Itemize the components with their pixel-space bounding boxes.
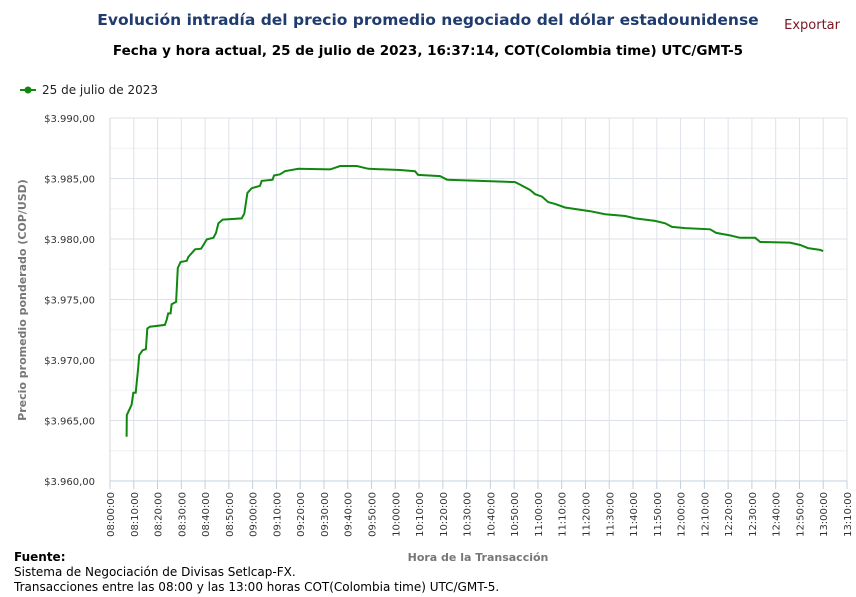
export-button[interactable]: Exportar <box>784 18 840 33</box>
y-axis-ticks: $3.960,00 $3.965,00 $3.970,00 $3.975,00 $3.9… <box>44 114 95 488</box>
x-tick-label: 11:50:00 <box>653 492 664 537</box>
x-tick-label: 11:20:00 <box>581 492 592 537</box>
x-tick-label: 10:00:00 <box>391 492 402 537</box>
x-tick-label: 09:50:00 <box>368 492 379 537</box>
y-tick-label: $3.960,00 <box>44 477 95 488</box>
footer-line-2: Transacciones entre las 08:00 y las 13:0… <box>14 580 500 594</box>
y-tick-label: $3.985,00 <box>44 175 95 186</box>
x-tick-label: 08:10:00 <box>130 492 141 537</box>
x-tick-label: 09:30:00 <box>320 492 331 537</box>
x-tick-label: 09:40:00 <box>344 492 355 537</box>
y-tick-label: $3.975,00 <box>44 296 95 307</box>
x-axis-ticks: 08:00:00 08:10:00 08:20:00 08:30:00 08:40:00… <box>106 481 854 537</box>
y-tick-label: $3.970,00 <box>44 356 95 367</box>
x-tick-label: 10:40:00 <box>486 492 497 537</box>
x-tick-label: 08:50:00 <box>225 492 236 537</box>
x-tick-label: 11:00:00 <box>534 492 545 537</box>
x-tick-label: 09:10:00 <box>272 492 283 537</box>
series-line[interactable] <box>125 165 824 437</box>
x-tick-label: 12:00:00 <box>677 492 688 537</box>
x-tick-label: 12:30:00 <box>748 492 759 537</box>
x-tick-label: 08:20:00 <box>154 492 165 537</box>
x-tick-label: 10:20:00 <box>439 492 450 537</box>
legend-label: 25 de julio de 2023 <box>42 83 159 97</box>
x-tick-label: 12:10:00 <box>700 492 711 537</box>
x-tick-label: 13:00:00 <box>819 492 830 537</box>
y-tick-label: $3.980,00 <box>44 235 95 246</box>
x-tick-label: 12:40:00 <box>772 492 783 537</box>
x-tick-label: 12:20:00 <box>724 492 735 537</box>
chart-title: Evolución intradía del precio promedio n… <box>97 11 759 29</box>
y-axis-title: Precio promedio ponderado (COP/USD) <box>16 179 29 421</box>
x-tick-label: 10:10:00 <box>415 492 426 537</box>
y-tick-label: $3.990,00 <box>44 114 95 125</box>
legend-marker-icon <box>20 86 36 94</box>
footer-heading: Fuente: <box>14 550 66 564</box>
x-tick-label: 08:30:00 <box>177 492 188 537</box>
x-tick-label: 10:50:00 <box>510 492 521 537</box>
y-tick-label: $3.965,00 <box>44 417 95 428</box>
x-tick-label: 11:30:00 <box>605 492 616 537</box>
x-tick-label: 10:30:00 <box>463 492 474 537</box>
footer-source: Fuente: Sistema de Negociación de Divisa… <box>14 550 499 595</box>
x-tick-label: 13:10:00 <box>843 492 854 537</box>
footer-line-1: Sistema de Negociación de Divisas Setlca… <box>14 565 296 579</box>
x-tick-label: 11:10:00 <box>558 492 569 537</box>
x-tick-label: 11:40:00 <box>629 492 640 537</box>
x-tick-label: 12:50:00 <box>795 492 806 537</box>
grid <box>109 117 848 482</box>
x-axis-title: Hora de la Transacción <box>408 551 549 564</box>
x-tick-label: 08:00:00 <box>106 492 117 537</box>
x-tick-label: 09:20:00 <box>296 492 307 537</box>
x-tick-label: 08:40:00 <box>201 492 212 537</box>
chart-subtitle: Fecha y hora actual, 25 de julio de 2023… <box>112 43 744 59</box>
legend-item[interactable]: 25 de julio de 2023 <box>20 83 158 97</box>
x-tick-label: 09:00:00 <box>249 492 260 537</box>
